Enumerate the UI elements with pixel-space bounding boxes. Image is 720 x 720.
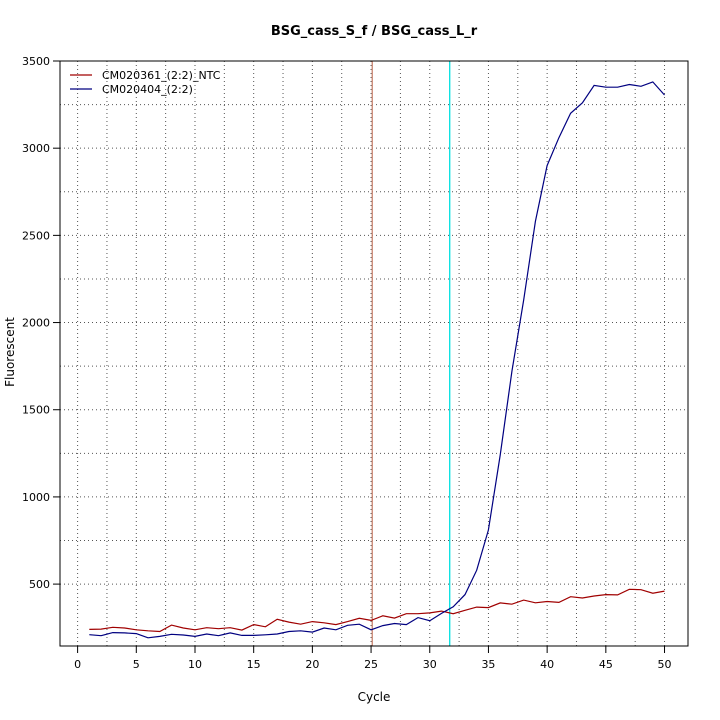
x-tick-label: 30 — [423, 658, 437, 671]
y-tick-label: 500 — [29, 578, 50, 591]
grid-lines — [60, 61, 688, 646]
x-axis-label: Cycle — [358, 690, 391, 704]
x-tick-label: 15 — [247, 658, 261, 671]
y-tick-label: 2000 — [22, 317, 50, 330]
data-series — [89, 81, 665, 639]
x-tick-label: 25 — [364, 658, 378, 671]
x-tick-label: 10 — [188, 658, 202, 671]
y-tick-label: 1000 — [22, 491, 50, 504]
legend-label: CM020361_(2:2)_NTC — [102, 69, 221, 82]
series-line — [89, 588, 665, 633]
legend-label: CM020404_(2:2) — [102, 83, 193, 96]
threshold-lines — [371, 61, 451, 646]
y-tick-label: 2500 — [22, 229, 50, 242]
x-tick-label: 20 — [305, 658, 319, 671]
x-tick-label: 45 — [599, 658, 613, 671]
x-axis-ticks: 0 5 10 15 20 25 30 35 40 45 50 — [74, 646, 672, 671]
x-tick-label: 5 — [133, 658, 140, 671]
y-tick-label: 3500 — [22, 55, 50, 68]
y-tick-label: 1500 — [22, 404, 50, 417]
x-tick-label: 0 — [74, 658, 81, 671]
x-tick-label: 40 — [540, 658, 554, 671]
y-axis-ticks: 500 1000 1500 2000 2500 3000 3500 — [22, 55, 60, 591]
plot-frame — [59, 60, 689, 647]
chart-title: BSG_cass_S_f / BSG_cass_L_r — [271, 24, 478, 39]
x-tick-label: 35 — [481, 658, 495, 671]
y-axis-label: Fluorescent — [3, 317, 17, 387]
series-line — [89, 81, 665, 639]
x-tick-label: 50 — [658, 658, 672, 671]
y-tick-label: 3000 — [22, 142, 50, 155]
